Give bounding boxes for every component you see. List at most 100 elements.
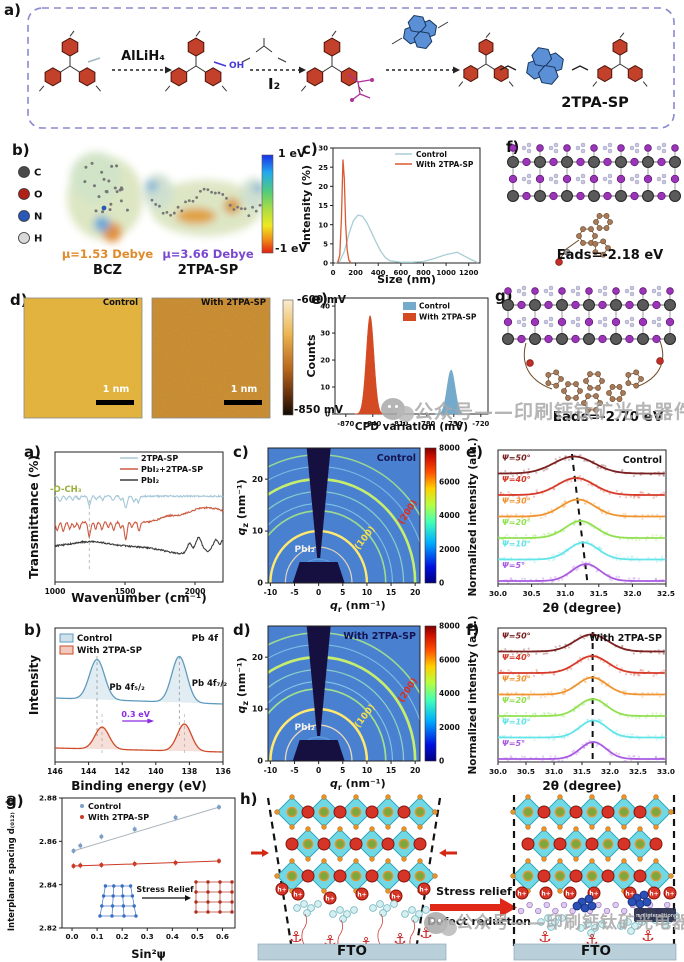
atom-legend-swatch-O [18, 188, 30, 200]
svg-text:0.3: 0.3 [141, 932, 154, 941]
atom-legend-swatch-H [18, 232, 30, 244]
cpd-peak [354, 315, 386, 415]
svg-text:-810: -810 [391, 420, 408, 428]
anchor-icon: ⚓ [538, 928, 551, 946]
kpfm-right-title: With 2TPA-SP [201, 298, 266, 308]
xrd-curve [498, 541, 665, 561]
xrd-title: With 2TPA-SP [589, 633, 662, 644]
ftir-chart: 1000 1500 2000 -O-CH₃ 2TPA-SP PbI₂+2TPA-SP PbI… [27, 451, 224, 605]
psi-label: Ψ=40° [502, 653, 531, 662]
colorbar-tick: 6000 [439, 477, 460, 486]
xrd-curve [498, 698, 665, 717]
giwaxs-xlabel: qr (nm⁻¹) [330, 777, 386, 792]
svg-text:600: 600 [394, 269, 409, 277]
svg-text:1000: 1000 [436, 269, 456, 277]
giwaxs-title: With 2TPA-SP [343, 631, 416, 642]
xrd-curve [497, 455, 665, 475]
svg-text:20: 20 [318, 183, 328, 191]
hole-label: h+ [541, 890, 550, 897]
stress-legend-label: With 2TPA-SP [88, 813, 149, 822]
xps-spectrum [54, 723, 223, 753]
atom-legend-label: H [34, 234, 42, 245]
giwaxs-control: PbI₂ (100)(200)Control-10 -5 0 5 10 15 20010200… [235, 444, 460, 615]
eads-value-1: Eads=-2.18 eV [556, 248, 664, 263]
peak-label-5-2: Pb 4f₅/₂ [109, 683, 145, 693]
eads-value-2: Eads=-2.70 eV [552, 409, 664, 425]
cpd-histogram: -870 -840 -810 -780 -750 -720 0 10 20 30 40 Control… [305, 297, 490, 433]
colorbar-tick: 2000 [439, 723, 460, 732]
svg-text:20: 20 [252, 475, 264, 484]
oh-label: OH [229, 61, 245, 71]
stress-relief-inset: Stress Relief [98, 880, 234, 918]
xps-ylabel: Intensity [27, 655, 41, 715]
scalebar-label-right: 1 nm [230, 384, 258, 395]
svg-text:5: 5 [340, 588, 345, 597]
kpfm-left-title: Control [102, 298, 138, 308]
svg-text:2.88: 2.88 [39, 794, 57, 803]
stress-relief-inset-label: Stress Relief [136, 885, 194, 894]
xrd-curve [498, 676, 665, 696]
giwaxs-colorbar [424, 625, 437, 762]
svg-text:-780: -780 [418, 420, 435, 428]
svg-text:30.5: 30.5 [517, 767, 535, 776]
hole-label: h+ [625, 890, 634, 897]
giwaxs-title: Control [377, 453, 416, 464]
kpfm-colorbar [282, 299, 294, 416]
pi-pi-badge [634, 908, 676, 922]
svg-text:32.5: 32.5 [657, 589, 675, 598]
phosphonate-group [347, 73, 371, 101]
giwaxs-treated: PbI₂ (100)(200)With 2TPA-SP-10 -5 0 5 10 15 200… [235, 622, 460, 793]
peak-label-7-2: Pb 4f₇/₂ [192, 679, 228, 689]
svg-text:-840: -840 [364, 420, 381, 428]
psi-label: Ψ=10° [502, 718, 531, 727]
svg-text:1500: 1500 [115, 587, 136, 596]
esp-scale-top: 1 eV [278, 147, 306, 160]
cpd-xlabel: CPD variation (mV) [355, 421, 468, 433]
bcz-name: BCZ [93, 263, 122, 278]
svg-text:0.6: 0.6 [216, 932, 229, 941]
dls-ylabel: Intensity (%) [300, 165, 313, 245]
ftir-series [54, 505, 224, 541]
svg-text:32.0: 32.0 [601, 767, 619, 776]
svg-text:30.0: 30.0 [489, 589, 507, 598]
panel-label-2e: e) [466, 443, 484, 461]
hole-label: h+ [589, 890, 598, 897]
xrd-curve [498, 741, 665, 760]
svg-text:33.0: 33.0 [657, 767, 675, 776]
giwaxs-ylabel: qz (nm⁻¹) [235, 657, 250, 713]
panel-label-2h: h) [240, 790, 258, 808]
synthesis-scheme [27, 7, 675, 129]
anchor-icon: ⚓ [641, 927, 654, 945]
svg-text:800: 800 [416, 269, 431, 277]
svg-text:0: 0 [257, 757, 263, 766]
svg-text:31.5: 31.5 [590, 589, 608, 598]
atom-legend-label: C [34, 168, 41, 179]
svg-text:0: 0 [316, 588, 321, 597]
xrd-xlabel: 2θ (degree) [542, 779, 621, 793]
svg-text:0.5: 0.5 [191, 932, 204, 941]
atom-legend-label: N [34, 212, 42, 223]
pi-pi-cluster [627, 897, 637, 907]
xrd-curve [498, 633, 665, 653]
fit-line [73, 806, 220, 852]
svg-text:10: 10 [252, 527, 264, 536]
svg-text:32.5: 32.5 [629, 767, 647, 776]
svg-text:0: 0 [331, 269, 336, 277]
giwaxs-colorbar [424, 447, 437, 584]
wechat-icon [424, 912, 460, 938]
cpd-legend-label: Control [419, 302, 450, 311]
hole-label: h+ [277, 886, 286, 893]
bcz-esp-blob [67, 152, 143, 242]
hole-label: h+ [565, 890, 574, 897]
ftir-ylabel: Transmittance (%) [27, 455, 41, 579]
svg-text:15: 15 [386, 766, 396, 775]
svg-text:140: 140 [148, 767, 164, 776]
stress-ylabel: Interplanar spacing d₍₀₁₂₎ (Å) [6, 795, 17, 931]
hole-label: h+ [649, 890, 658, 897]
pi-pi-badge-label: π-π interaction [636, 913, 674, 919]
phosphite-structure [241, 38, 287, 63]
stress-relief-label: Stress relief [436, 885, 512, 898]
svg-text:5: 5 [323, 240, 328, 248]
dls-chart: 0 200 400 600 800 1000 1200 0 5 10 15 20 25 30 Control… [300, 145, 481, 286]
